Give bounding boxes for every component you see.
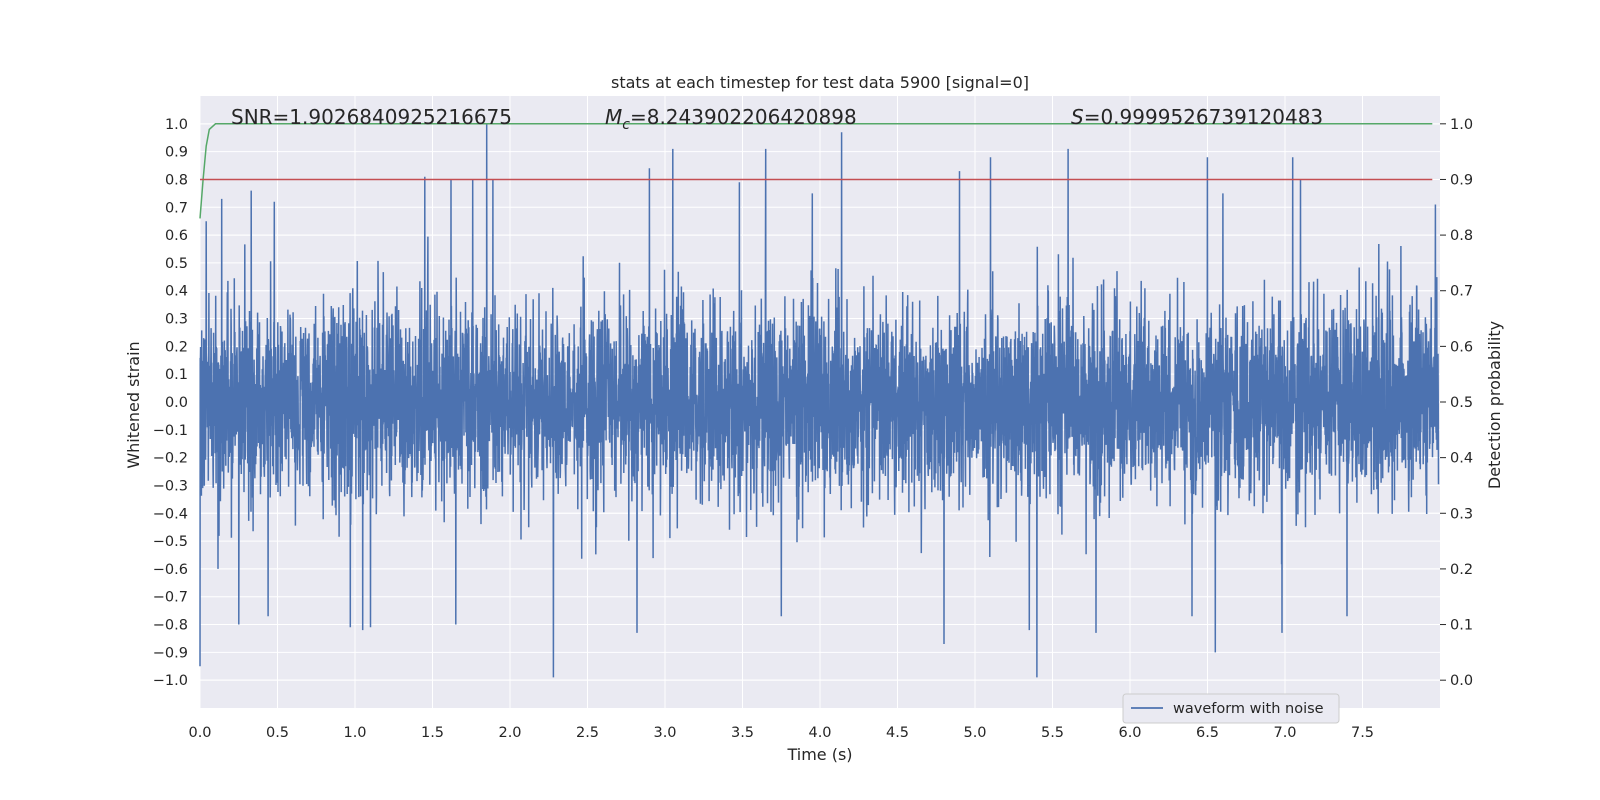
x-axis-ticks: 0.0 0.5 1.0 1.5 2.0 2.5 3.0 3.5 4.0 4.5 5.0 5.5 6.0 6…: [188, 725, 1374, 741]
chirp-mass-subscript: c: [622, 117, 630, 133]
legend: waveform with noise: [1122, 693, 1340, 724]
y-tick-label: −0.7: [153, 590, 188, 606]
y-tick-label: −0.3: [153, 478, 188, 494]
chirp-mass-value: =8.243902206420898: [630, 105, 857, 129]
x-tick-label: 1.0: [343, 725, 366, 741]
x-tick-label: 2.5: [576, 725, 599, 741]
y-tick-label: 1.0: [165, 117, 188, 133]
statistic-annotation: S=0.9999526739120483: [1071, 105, 1323, 129]
x-axis-label: Time (s): [786, 745, 852, 764]
x-tick-label: 4.5: [886, 725, 909, 741]
chirp-mass-annotation: Mc=8.243902206420898: [605, 105, 857, 133]
y2-tick-label: 1.0: [1450, 117, 1473, 133]
y-tick-label: 0.5: [165, 256, 188, 272]
y2-tick-label: 0.1: [1450, 618, 1473, 634]
y2-tick-label: 0.5: [1450, 395, 1473, 411]
x-tick-label: 1.5: [421, 725, 444, 741]
y-tick-label: 0.2: [165, 339, 188, 355]
y-tick-label: 0.9: [165, 145, 188, 161]
x-tick-label: 0.0: [188, 725, 211, 741]
y-axis-label: Whitened strain: [124, 341, 143, 468]
x-tick-label: 0.5: [266, 725, 289, 741]
y-tick-label: −0.9: [153, 645, 188, 661]
legend-label-waveform: waveform with noise: [1173, 701, 1324, 717]
x-tick-label: 5.5: [1041, 725, 1064, 741]
detection-probability-line: [199, 123, 1433, 219]
y-tick-label: 0.0: [165, 395, 188, 411]
y-axis-ticks: −1.0 −0.9 −0.8 −0.7 −0.6 −0.5 −0.4 −0.3 −0.2 −0.1…: [153, 117, 188, 689]
x-tick-label: 2.0: [498, 725, 521, 741]
y-tick-label: 0.6: [165, 228, 188, 244]
y-tick-label: 0.8: [165, 172, 188, 188]
y-tick-label: −1.0: [153, 673, 188, 689]
x-tick-label: 4.0: [808, 725, 831, 741]
y2-axis-label: Detection probability: [1485, 321, 1504, 489]
y-tick-label: 0.4: [165, 284, 188, 300]
waveform-with-noise-line: [199, 123, 1440, 678]
y-tick-label: 0.3: [165, 312, 188, 328]
snr-annotation: SNR=1.9026840925216675: [231, 105, 512, 129]
legend-box: [1122, 693, 1340, 724]
chirp-mass-symbol: M: [605, 105, 622, 129]
y2-tick-label: 0.6: [1450, 339, 1473, 355]
x-tick-label: 6.5: [1196, 725, 1219, 741]
y2-tick-label: 0.8: [1450, 228, 1473, 244]
chart-title: stats at each timestep for test data 590…: [611, 73, 1029, 92]
y-tick-label: −0.1: [153, 423, 188, 439]
y2-tick-label: 0.0: [1450, 673, 1473, 689]
y2-tick-label: 0.9: [1450, 172, 1473, 188]
y2-tick-label: 0.4: [1450, 451, 1473, 467]
y-tick-label: 0.1: [165, 367, 188, 383]
statistic-symbol: S: [1071, 105, 1084, 129]
x-tick-label: 5.0: [963, 725, 986, 741]
y2-tick-label: 0.2: [1450, 562, 1473, 578]
y-tick-label: −0.8: [153, 618, 188, 634]
y2-tick-label: 0.7: [1450, 284, 1473, 300]
x-tick-label: 7.0: [1273, 725, 1296, 741]
x-tick-label: 3.5: [731, 725, 754, 741]
y-tick-label: −0.4: [153, 506, 188, 522]
y2-tick-label: 0.3: [1450, 506, 1473, 522]
x-tick-label: 7.5: [1351, 725, 1374, 741]
x-tick-label: 6.0: [1118, 725, 1141, 741]
y-tick-label: −0.2: [153, 451, 188, 467]
y2-axis-ticks: 0.0 0.1 0.2 0.3 0.4 0.5 0.6 0.7 0.8 0.9 1.0: [1440, 117, 1473, 689]
x-tick-label: 3.0: [653, 725, 676, 741]
y-tick-label: 0.7: [165, 200, 188, 216]
y-tick-label: −0.5: [153, 534, 188, 550]
y-tick-label: −0.6: [153, 562, 188, 578]
statistic-value: =0.9999526739120483: [1084, 105, 1323, 129]
